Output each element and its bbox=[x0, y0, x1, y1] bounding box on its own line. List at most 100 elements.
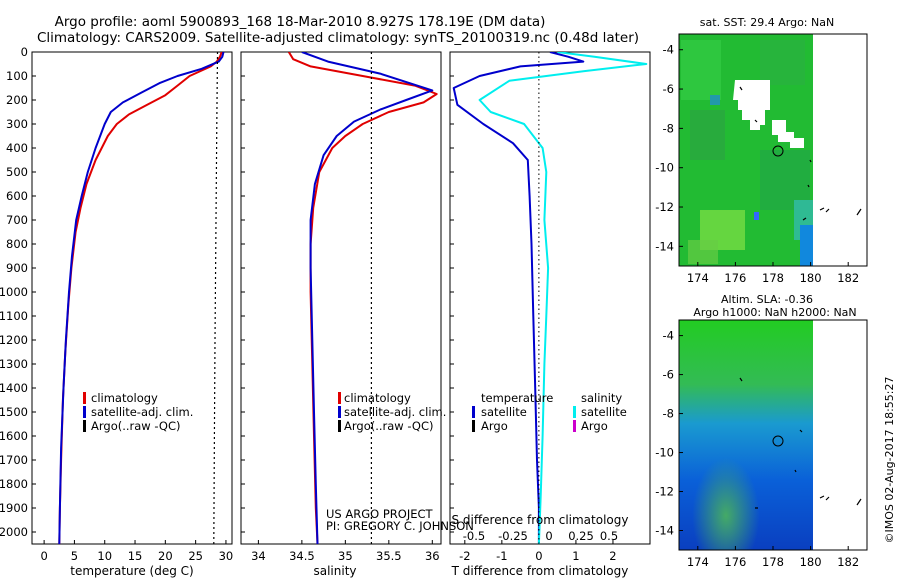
legend-title-salinity: salinity bbox=[581, 391, 622, 405]
depth-axis: 0 100 200 300 400 500 600 700 800 900 1000 1100 1200… bbox=[0, 45, 454, 539]
x-tick-label: 35.5 bbox=[376, 549, 402, 563]
temperature-x-axis: 0 5 10 15 20 25 30 bbox=[40, 540, 233, 563]
legend-label: Argo(..raw -QC) bbox=[91, 419, 181, 433]
depth-tick-label: 600 bbox=[6, 189, 28, 203]
map-y-tick-label: -12 bbox=[655, 200, 674, 214]
depth-tick-label: 1900 bbox=[0, 501, 28, 515]
legend-label: Argo bbox=[481, 419, 508, 433]
credit-pi: PI: GREGORY C. JOHNSON bbox=[326, 519, 474, 533]
legend-label: Argo(..raw -QC) bbox=[344, 419, 434, 433]
x-tick-label: 2 bbox=[609, 549, 616, 563]
x-tick-label: 34.5 bbox=[289, 549, 315, 563]
depth-tick-label: 100 bbox=[6, 69, 28, 83]
depth-tick-label: 1400 bbox=[0, 381, 28, 395]
legend-swatch-argo bbox=[338, 420, 341, 432]
title-line-2: Climatology: CARS2009. Satellite-adjuste… bbox=[37, 30, 639, 46]
difference-xlabel: T difference from climatology bbox=[451, 564, 629, 578]
legend-title-temperature: temperature bbox=[481, 391, 553, 405]
x-tick-label: 10 bbox=[97, 549, 112, 563]
series-line-satellite-adj-clim- bbox=[58, 52, 225, 544]
map-y-tick-label: -8 bbox=[663, 121, 674, 135]
map-y-tick-label: -14 bbox=[655, 239, 674, 253]
map-y-tick-label: -4 bbox=[663, 43, 674, 57]
legend-swatch-t-satellite bbox=[472, 406, 475, 418]
legend-swatch-s-satellite bbox=[573, 406, 576, 418]
map-y-tick-label: -14 bbox=[655, 524, 674, 538]
depth-tick-label: 1800 bbox=[0, 477, 28, 491]
map-x-tick-label: 180 bbox=[800, 555, 822, 569]
salinity-x-axis: 34 34.5 35 35.5 36 bbox=[251, 540, 440, 563]
map-x-tick-label: 174 bbox=[687, 555, 709, 569]
credit-project: US ARGO PROJECT bbox=[326, 507, 434, 521]
map-y-tick-label: -6 bbox=[663, 82, 674, 96]
sst-map-image bbox=[679, 34, 867, 266]
title-line-1: Argo profile: aoml 5900893_168 18-Mar-20… bbox=[55, 14, 546, 30]
series-line-climatology bbox=[58, 52, 223, 544]
s-tick-label: 0.25 bbox=[568, 529, 594, 543]
x-tick-label: -2 bbox=[459, 549, 470, 563]
sla-map-image bbox=[679, 320, 867, 550]
x-tick-label: 35 bbox=[338, 549, 353, 563]
s-scale-labels: -0.5 -0.25 0 0.25 0.5 bbox=[463, 529, 618, 543]
s-tick-label: -0.5 bbox=[463, 529, 485, 543]
depth-tick-label: 1500 bbox=[0, 405, 28, 419]
depth-tick-label: 500 bbox=[6, 165, 28, 179]
depth-tick-label: 200 bbox=[6, 93, 28, 107]
sla-map-subtitle: Argo h1000: NaN h2000: NaN bbox=[693, 306, 856, 319]
map-x-tick-label: 174 bbox=[687, 271, 709, 285]
sla-float-marker bbox=[772, 435, 784, 447]
legend-swatch-climatology bbox=[83, 392, 86, 404]
difference-lines bbox=[452, 52, 648, 544]
depth-tick-label: 1000 bbox=[0, 285, 28, 299]
s-tick-label: -0.25 bbox=[498, 529, 528, 543]
x-tick-label: 1 bbox=[572, 549, 579, 563]
map-y-tick-label: -12 bbox=[655, 485, 674, 499]
legend-label: satellite bbox=[481, 405, 527, 419]
legend-label: climatology bbox=[91, 391, 158, 405]
legend-swatch-t-argo bbox=[472, 420, 475, 432]
legend-swatch-argo bbox=[83, 420, 86, 432]
legend-swatch-s-argo bbox=[573, 420, 576, 432]
salinity-lines bbox=[287, 52, 438, 544]
depth-tick-label: 700 bbox=[6, 213, 28, 227]
difference-xlabel-top: S difference from climatology bbox=[452, 513, 629, 527]
x-tick-label: 5 bbox=[71, 549, 78, 563]
x-tick-label: 0 bbox=[535, 549, 542, 563]
difference-legend: temperature salinity satellite Argo sate… bbox=[472, 391, 627, 433]
legend-swatch-satellite bbox=[338, 406, 341, 418]
x-tick-label: 0 bbox=[40, 549, 47, 563]
x-tick-label: 34 bbox=[251, 549, 266, 563]
imos-stamp: ©IMOS 02-Aug-2017 18:55:27 bbox=[883, 377, 896, 544]
series-line-temperature-satellite bbox=[452, 52, 585, 544]
temperature-panel-frame bbox=[31, 51, 233, 545]
map-x-tick-label: 176 bbox=[724, 555, 746, 569]
map-y-tick-label: -4 bbox=[663, 329, 674, 343]
map-x-tick-label: 182 bbox=[837, 555, 859, 569]
legend-label: satellite bbox=[581, 405, 627, 419]
series-line-salinity-satellite bbox=[478, 52, 648, 544]
depth-tick-label: 1300 bbox=[0, 357, 28, 371]
series-line-satellite-adj-clim- bbox=[301, 52, 434, 544]
depth-tick-label: 800 bbox=[6, 237, 28, 251]
legend-label: climatology bbox=[344, 391, 411, 405]
salinity-legend: climatology satellite-adj. clim. Argo(..… bbox=[338, 391, 446, 433]
depth-tick-label: 300 bbox=[6, 117, 28, 131]
temperature-lines bbox=[58, 52, 225, 544]
map-x-tick-label: 178 bbox=[762, 555, 784, 569]
series-line-argo-raw-qc- bbox=[213, 52, 219, 544]
x-tick-label: 36 bbox=[425, 549, 440, 563]
map-x-tick-label: 180 bbox=[800, 271, 822, 285]
legend-label: satellite-adj. clim. bbox=[91, 405, 193, 419]
temperature-legend: climatology satellite-adj. clim. Argo(..… bbox=[83, 391, 193, 433]
depth-tick-label: 1100 bbox=[0, 309, 28, 323]
x-tick-label: 15 bbox=[128, 549, 143, 563]
sst-map-islands bbox=[739, 86, 862, 221]
map-x-tick-label: 176 bbox=[724, 271, 746, 285]
difference-panel-frame bbox=[449, 51, 651, 545]
depth-tick-label: 1700 bbox=[0, 453, 28, 467]
sst-map-title: sat. SST: 29.4 Argo: NaN bbox=[700, 16, 834, 29]
depth-tick-label: 900 bbox=[6, 261, 28, 275]
legend-swatch-satellite bbox=[83, 406, 86, 418]
legend-label: Argo bbox=[581, 419, 608, 433]
